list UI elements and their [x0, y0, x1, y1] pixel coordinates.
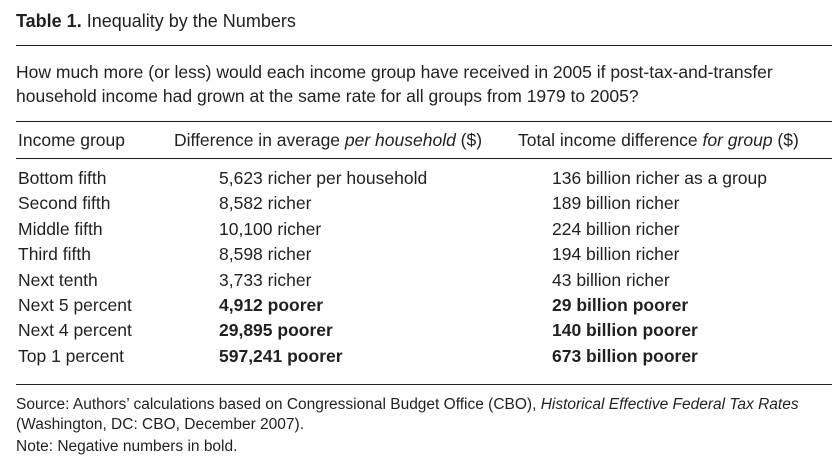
cell-income-group: Second fifth: [18, 193, 111, 214]
table-row: Bottom fifth 5,623 richer per household 13…: [16, 166, 832, 191]
header-per-household-pre: Difference in average: [174, 130, 345, 150]
cell-total-difference: 136 billion richer as a group: [552, 168, 767, 188]
cell-per-household: 3,733 richer: [219, 269, 312, 290]
table-question: How much more (or less) would each incom…: [16, 62, 773, 106]
cell-total-difference: 140 billion poorer: [552, 320, 698, 341]
table-title-text: Inequality by the Numbers: [86, 11, 296, 31]
cell-total-difference: 43 billion richer: [552, 269, 670, 290]
table-row: Next 5 percent 4,912 poorer 29 billion poo…: [16, 293, 832, 318]
table-row: Third fifth 8,598 richer 194 billion riche…: [16, 242, 832, 267]
table-row: Second fifth 8,582 richer 189 billion rich…: [16, 191, 832, 216]
header-income-group: Income group: [18, 130, 125, 151]
source-title: Historical Effective Federal Tax Rates: [540, 396, 799, 413]
cell-income-group: Bottom fifth: [18, 168, 107, 188]
cell-per-household: 8,598 richer: [219, 244, 312, 265]
table-title: Table 1. Inequality by the Numbers: [16, 11, 296, 32]
source-pre: Source: Authors’ calculations based on C…: [16, 396, 541, 413]
cell-per-household: 4,912 poorer: [219, 294, 324, 315]
header-total-pre: Total income difference: [518, 130, 703, 150]
table-row: Next tenth 3,733 richer 43 billion richer: [16, 268, 832, 293]
header-per-household: Difference in average per household ($): [174, 130, 482, 151]
cell-income-group: Middle fifth: [18, 218, 103, 239]
cell-income-group: Top 1 percent: [18, 345, 125, 366]
table-label: Table 1.: [16, 11, 82, 31]
cell-total-difference: 29 billion poorer: [552, 294, 689, 315]
header-per-household-em: per household: [344, 130, 456, 150]
cell-total-difference: 194 billion richer: [552, 244, 680, 265]
cell-total-difference: 189 billion richer: [552, 193, 680, 214]
cell-per-household: 10,100 richer: [219, 218, 322, 239]
header-total-difference: Total income difference for group ($): [518, 130, 799, 151]
cell-per-household: 597,241 poorer: [219, 345, 343, 366]
table-row: Middle fifth 10,100 richer 224 billion ric…: [16, 217, 832, 242]
top-rule: [16, 45, 832, 46]
header-total-post: ($): [772, 130, 799, 150]
table-source: Source: Authors’ calculations based on C…: [16, 395, 832, 435]
cell-income-group: Next tenth: [18, 269, 98, 290]
table-row: Top 1 percent 597,241 poorer 673 billion p…: [16, 344, 832, 369]
source-post: (Washington, DC: CBO, December 2007).: [16, 416, 305, 433]
cell-per-household: 8,582 richer: [219, 193, 312, 214]
header-income-group-text: Income group: [18, 130, 126, 150]
header-bottom-rule: [16, 158, 832, 159]
cell-total-difference: 673 billion poorer: [552, 345, 698, 366]
cell-income-group: Next 4 percent: [18, 320, 132, 341]
table-note: Note: Negative numbers in bold.: [16, 438, 238, 455]
header-per-household-post: ($): [455, 130, 483, 150]
cell-income-group: Third fifth: [18, 244, 91, 265]
table-body: Bottom fifth 5,623 richer per household 13…: [16, 166, 832, 369]
cell-total-difference: 224 billion richer: [552, 218, 680, 239]
cell-per-household: 5,623 richer per household: [219, 168, 428, 188]
cell-per-household: 29,895 poorer: [219, 320, 333, 341]
bottom-rule: [16, 384, 832, 385]
header-total-em: for group: [702, 130, 773, 150]
table-row: Next 4 percent 29,895 poorer 140 billion p…: [16, 318, 832, 343]
cell-income-group: Next 5 percent: [18, 294, 132, 315]
header-top-rule: [16, 121, 832, 122]
